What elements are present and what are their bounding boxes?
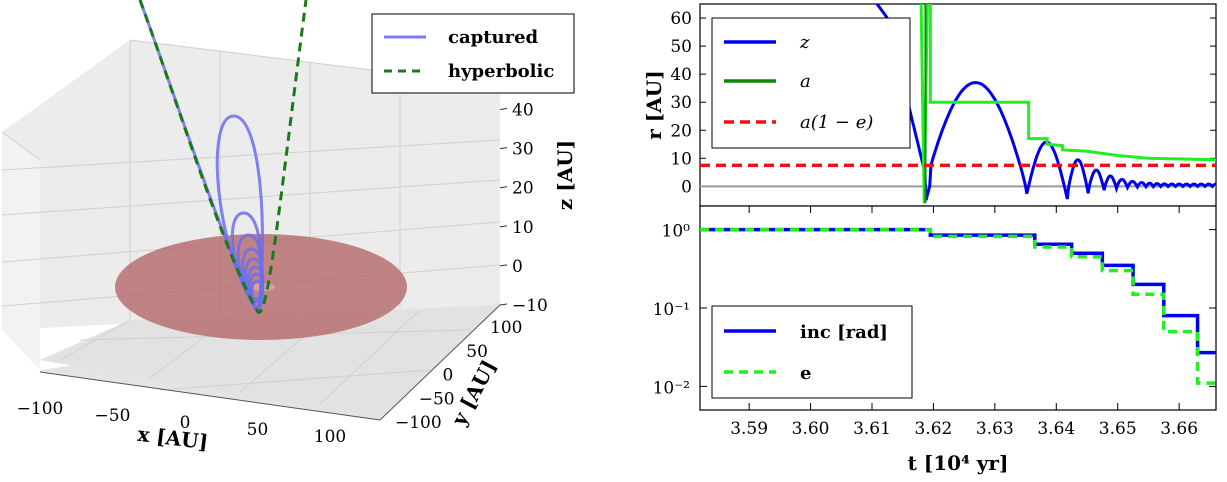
legend-entry-a: a (800, 71, 811, 92)
top-y-tick-label: 50 (670, 37, 692, 57)
legend-entry-e: e (800, 363, 811, 384)
z-tick-mark (499, 147, 508, 150)
y-tick-label: 50 (466, 342, 488, 362)
bottom-x-axis-label: t [10⁴ yr] (908, 451, 1009, 475)
z-tick-label: 30 (512, 140, 534, 160)
top-y-ticks: 0 10 20 30 40 50 60 (670, 9, 1216, 197)
left-wall (2, 132, 40, 370)
top-y-tick-label: 20 (670, 121, 692, 141)
legend-entry-captured: captured (448, 27, 539, 48)
legend-entry-a-1-e: a(1 − e) (800, 112, 873, 133)
legend-entry-z: z (799, 32, 810, 53)
z-tick-label: 10 (512, 218, 534, 238)
x-tick-label: −50 (95, 406, 131, 426)
legend-bottom: inc [rad] e (711, 305, 913, 399)
legend-entry-inc: inc [rad] (800, 322, 888, 343)
bottom-x-tick-label: 3.59 (730, 419, 768, 439)
y-tick-label: −50 (419, 389, 455, 409)
series-e (700, 227, 1216, 385)
series-a (919, 4, 1216, 204)
floor-plane (40, 305, 500, 420)
z-ticks: 40 30 20 10 0 −10 (499, 101, 548, 316)
top-y-axis-label: r [AU] (642, 70, 666, 139)
x-tick-label: 0 (180, 413, 191, 433)
x-tick-label: −100 (17, 399, 64, 419)
bottom-x-ticks: 3.59 3.60 3.61 3.62 3.63 3.64 3.65 3.66 (730, 206, 1198, 439)
top-y-tick-label: 30 (670, 93, 692, 113)
x-ticks: −100 −50 0 50 100 (17, 399, 347, 447)
z-tick-mark (499, 225, 508, 228)
z-tick-label: 40 (512, 101, 534, 121)
bottom-x-tick-label: 3.64 (1037, 419, 1075, 439)
legend-top: z a a(1 − e) (711, 17, 911, 149)
top-y-tick-label: 0 (681, 177, 692, 197)
y-tick-label: 0 (443, 366, 454, 386)
z-tick-mark (499, 264, 508, 267)
bottom-y-ticks: 10⁰ 10⁻¹ 10⁻² (653, 222, 1216, 398)
z-tick-label: 20 (512, 179, 534, 199)
x-tick-label: 100 (314, 427, 346, 447)
bottom-y-tick-label: 10⁻¹ (653, 300, 690, 320)
bottom-x-tick-label: 3.66 (1160, 419, 1198, 439)
z-tick-label: −10 (512, 296, 548, 316)
x-axis-label: x [AU] (136, 422, 209, 454)
top-y-tick-label: 10 (670, 149, 692, 169)
z-tick-mark (499, 186, 508, 189)
legend-entry-hyperbolic: hyperbolic (448, 61, 554, 82)
bottom-y-tick-label: 10⁻² (653, 378, 690, 398)
series-hyperbolic (138, 0, 308, 314)
z-axis-label: z [AU] (553, 140, 577, 210)
panel-log: 10⁰ 10⁻¹ 10⁻² 3.59 3.60 3.61 3.62 3.63 3.64 3.65… (653, 205, 1217, 475)
top-y-tick-label: 60 (670, 9, 692, 29)
top-y-tick-label: 40 (670, 65, 692, 85)
z-tick-label: 0 (512, 257, 523, 277)
bottom-x-tick-label: 3.63 (976, 419, 1014, 439)
bottom-x-tick-label: 3.62 (914, 419, 952, 439)
bottom-y-tick-label: 10⁰ (662, 222, 691, 242)
legend-3d: captured hyperbolic (371, 13, 575, 94)
y-tick-label: −100 (395, 413, 442, 433)
series-z (875, 4, 1216, 201)
z-tick-mark (499, 108, 508, 111)
bottom-x-tick-label: 3.60 (792, 419, 830, 439)
bottom-x-tick-label: 3.65 (1099, 419, 1137, 439)
z-tick-mark (499, 303, 508, 306)
panel-r: 0 10 20 30 40 50 60 r [AU] z a a(1 − e) (642, 3, 1217, 207)
x-tick-label: 50 (247, 420, 269, 440)
bottom-x-tick-label: 3.61 (853, 419, 891, 439)
y-tick-label: 100 (490, 318, 522, 338)
